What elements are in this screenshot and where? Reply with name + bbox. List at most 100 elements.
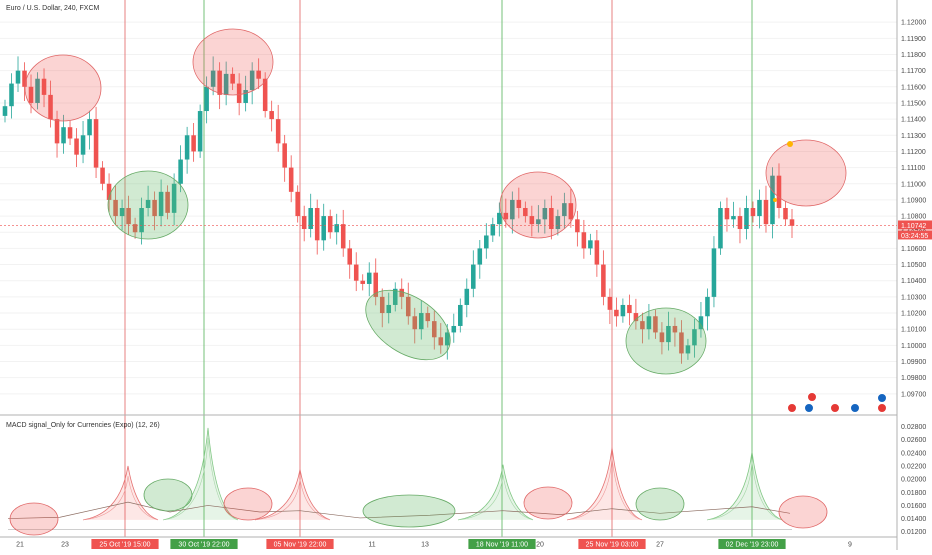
candle-body [275, 119, 281, 144]
candle-body [295, 191, 300, 217]
candle-body [646, 316, 652, 330]
candle-body [776, 175, 782, 208]
macd-spike-line [706, 451, 783, 521]
candle-body [620, 304, 626, 317]
candle-body [412, 316, 418, 330]
candle-body [165, 191, 170, 213]
price-tick-label: 1.11500 [901, 100, 926, 107]
green-highlight-ellipse [107, 170, 189, 240]
candle-body [22, 70, 27, 87]
candle-body [549, 208, 554, 230]
date-tick-label: 20 [536, 542, 544, 549]
candle-body [9, 83, 14, 107]
green-highlight-ellipse [362, 494, 456, 528]
candle-body [575, 219, 580, 233]
economic-event-flag-icon [830, 403, 840, 413]
red-highlight-ellipse [223, 487, 273, 521]
candle-body [282, 143, 287, 168]
red-highlight-ellipse [9, 502, 59, 536]
price-tick-label: 1.10500 [901, 262, 926, 269]
candle-body [640, 321, 645, 330]
candle-body [236, 83, 242, 103]
indicator-title: MACD signal_Only for Currencies (Expo) (… [6, 422, 160, 429]
price-badge: 1.10742 03:24:55 [898, 220, 932, 240]
date-badge-bg [170, 539, 238, 549]
price-tick-label: 1.11800 [901, 52, 926, 59]
macd-tick-label: 0.02000 [901, 477, 926, 484]
candle-body [542, 208, 548, 220]
candle-body [653, 316, 658, 333]
economic-event-flag-icon [807, 392, 817, 402]
candle-body [210, 70, 216, 87]
date-tick-label: 23 [61, 542, 69, 549]
macd-spike-inner [457, 474, 534, 521]
date-tick-label: 27 [656, 542, 664, 549]
date-badge-label: 30 Oct '19 22:00 [178, 542, 229, 549]
date-badge-label: 05 Nov '19 22:00 [274, 542, 327, 549]
candle-body [366, 272, 372, 284]
candle-body [28, 86, 34, 103]
macd-tick-label: 0.02200 [901, 464, 926, 471]
red-highlight-ellipse [24, 54, 102, 122]
macd-spike-fill [458, 464, 533, 520]
candle-body [568, 203, 574, 220]
time-axis[interactable]: 21 23 25 Oct '19 15:00 30 Oct '19 22:00 05 N… [16, 539, 852, 549]
macd-spike-inner [706, 461, 783, 521]
candle-body [783, 208, 788, 220]
candle-body [484, 235, 489, 249]
macd-axis[interactable]: 0.02800 0.02600 0.02400 0.02200 0.02000 0.018… [901, 424, 926, 536]
macd-spike-line [457, 464, 534, 521]
price-tick-label: 1.10200 [901, 311, 926, 318]
candle-body [601, 264, 606, 297]
macd-tick-label: 0.02600 [901, 437, 926, 444]
candle-body [614, 309, 619, 317]
candle-body [588, 240, 593, 249]
price-tick-label: 1.11900 [901, 36, 926, 43]
candle-body [731, 216, 736, 220]
candle-body [581, 232, 587, 249]
price-axis[interactable]: 1.12000 1.11900 1.11800 1.11700 1.11600 1.115… [901, 20, 926, 399]
macd-tick-label: 0.02400 [901, 450, 926, 457]
date-badge-bg [91, 539, 159, 549]
candle-body [119, 208, 125, 217]
candle-body [113, 199, 118, 217]
price-tick-label: 1.11200 [901, 149, 926, 156]
candle-body [41, 78, 47, 95]
macd-tick-label: 0.01600 [901, 503, 926, 510]
price-tick-label: 1.09900 [901, 359, 926, 366]
date-badge-label: 18 Nov '19 11:00 [476, 542, 528, 549]
red-highlight-ellipse [765, 139, 847, 207]
candle-body [204, 86, 209, 112]
candle-series [2, 56, 795, 364]
date-tick-label: 9 [848, 542, 852, 549]
candle-body [93, 119, 99, 168]
candle-body [607, 296, 613, 310]
candle-body [698, 316, 704, 330]
candle-body [685, 345, 691, 354]
red-highlight-ellipse [499, 171, 577, 239]
macd-tick-label: 0.02800 [901, 424, 926, 431]
green-highlight-ellipse [365, 289, 451, 361]
economic-event-flag-icon [787, 403, 797, 413]
candle-body [789, 219, 795, 226]
candle-body [490, 224, 496, 236]
candle-body [269, 111, 274, 120]
red-highlight-ellipse [192, 28, 274, 96]
candle-body [672, 325, 678, 333]
candle-body [256, 70, 261, 79]
candle-body [87, 119, 92, 136]
candle-body [477, 248, 483, 265]
candle-body [243, 90, 248, 103]
price-tick-label: 1.09800 [901, 375, 926, 382]
candle-body [340, 224, 346, 249]
candle-body [503, 212, 509, 220]
candle-body [334, 224, 339, 233]
macd-spike-line [82, 465, 159, 521]
candle-body [132, 224, 138, 233]
signal-lines [124, 0, 753, 537]
price-tick-label: 1.10900 [901, 197, 926, 204]
candle-body [510, 199, 515, 220]
candle-body [536, 219, 541, 225]
candle-body [158, 191, 164, 217]
candle-body [139, 208, 144, 233]
